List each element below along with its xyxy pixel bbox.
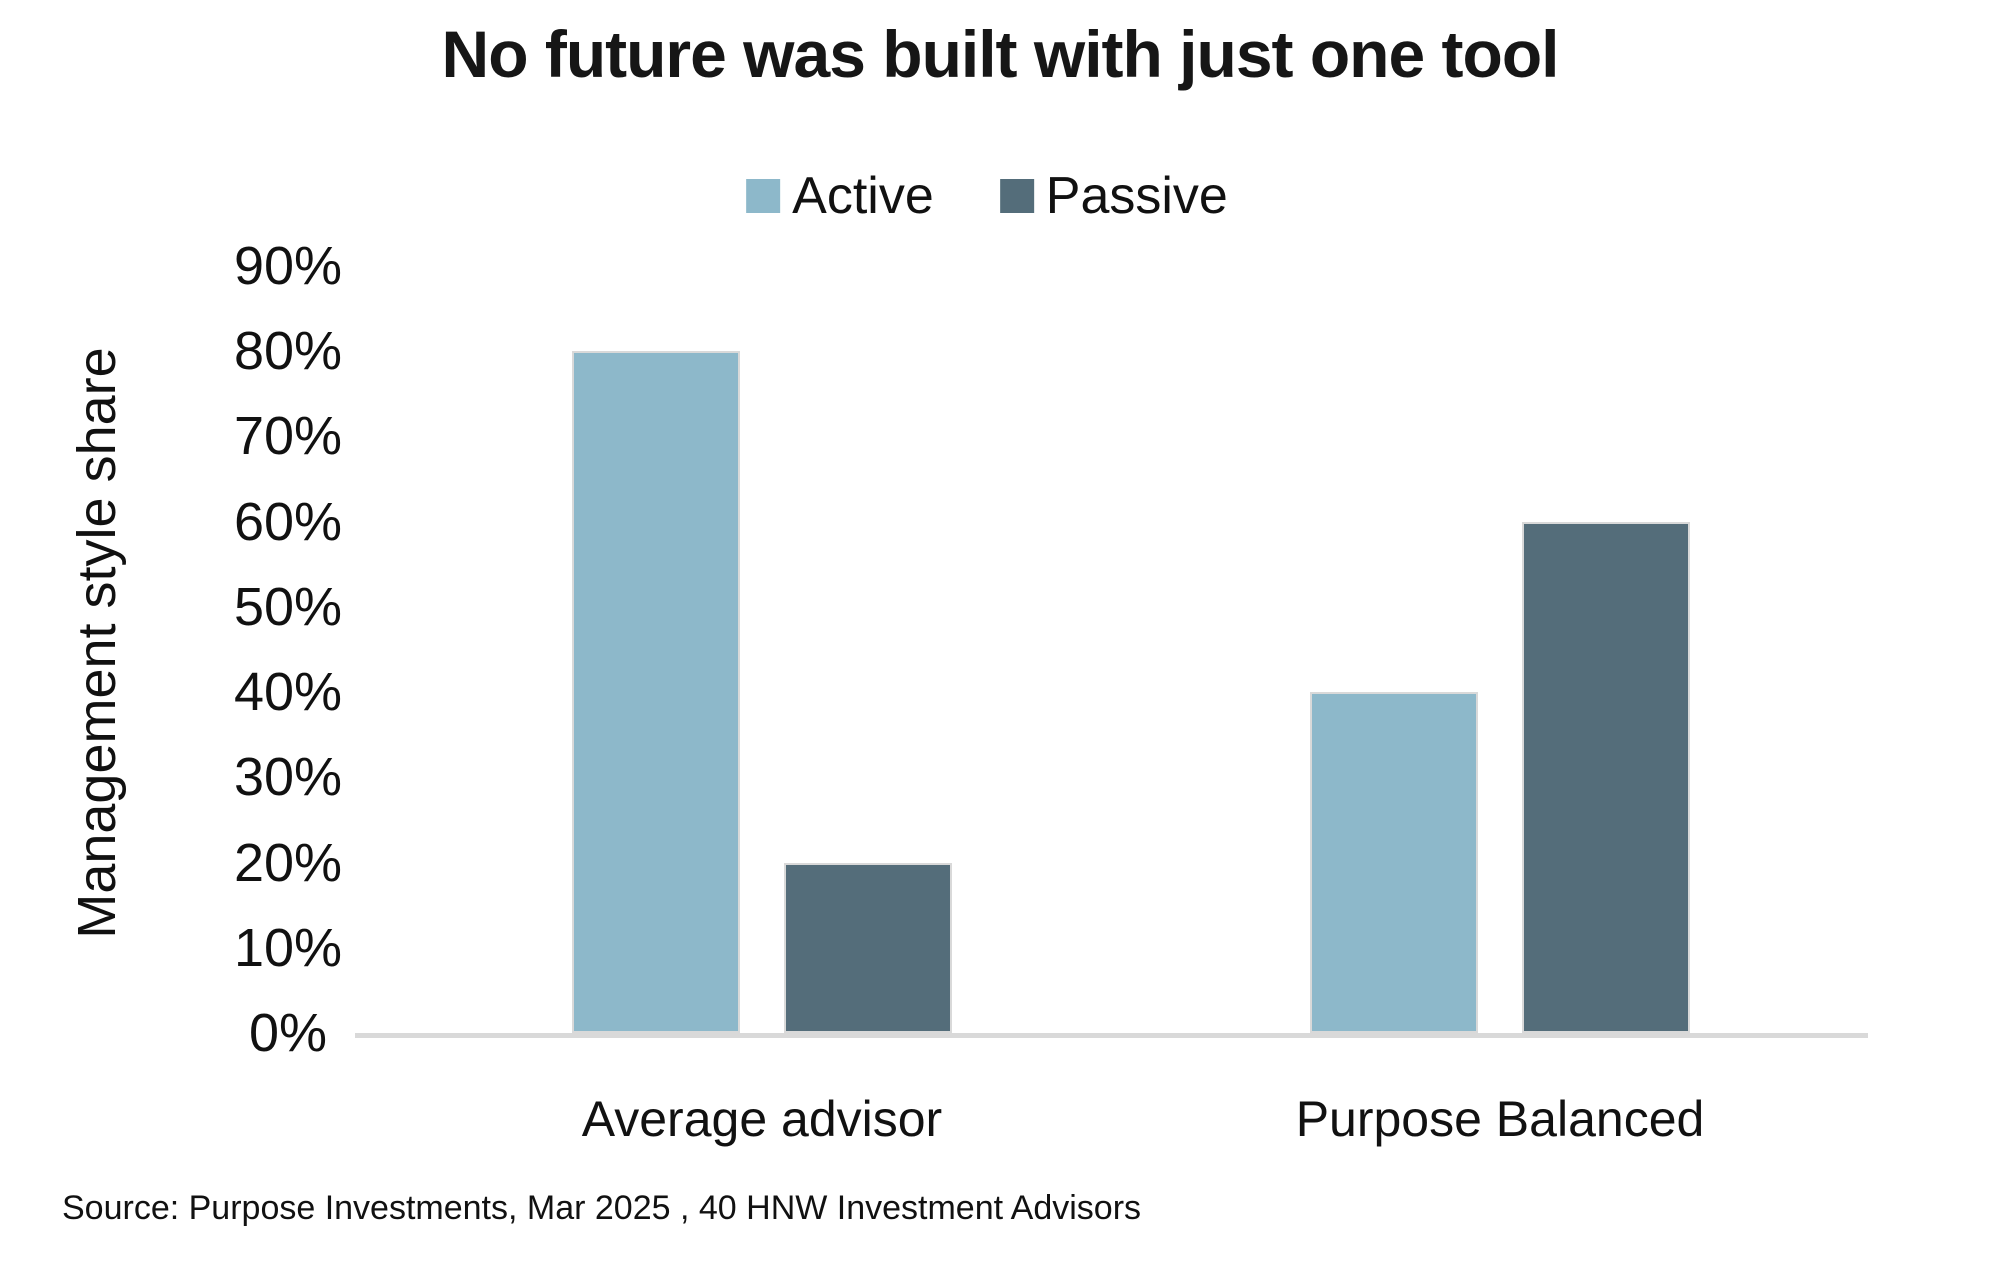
y-tick-20: 20% [233, 832, 343, 893]
y-axis-title: Management style share [67, 347, 127, 939]
y-tick-0: 0% [248, 1003, 328, 1063]
y-tick-50: 50% [233, 576, 343, 637]
bar-purpose-balanced-active [1310, 692, 1478, 1033]
x-axis-line [355, 1033, 1868, 1038]
bar-average-advisor-passive [784, 862, 952, 1033]
legend-item-passive: Passive [999, 166, 1228, 226]
y-tick-40: 40% [233, 662, 343, 723]
category-label-average-advisor: Average advisor [581, 1091, 943, 1147]
y-tick-80: 80% [233, 321, 343, 382]
legend-label-active: Active [792, 167, 934, 225]
category-label-purpose-balanced: Purpose Balanced [1295, 1091, 1705, 1147]
legend-swatch-passive [999, 179, 1034, 213]
y-tick-10: 10% [233, 917, 343, 978]
bar-average-advisor-active [572, 351, 740, 1033]
y-tick-70: 70% [233, 406, 343, 467]
legend: Active Passive [746, 166, 1228, 226]
legend-label-passive: Passive [1045, 167, 1228, 225]
y-tick-90: 90% [233, 236, 343, 297]
chart-title: No future was built with just one tool [441, 17, 1560, 91]
source-note: Source: Purpose Investments, Mar 2025 , … [62, 1189, 1142, 1227]
legend-swatch-active [746, 179, 781, 213]
y-tick-30: 30% [233, 747, 343, 808]
bar-purpose-balanced-passive [1522, 521, 1690, 1033]
legend-item-active: Active [746, 166, 934, 226]
y-tick-60: 60% [233, 491, 343, 552]
